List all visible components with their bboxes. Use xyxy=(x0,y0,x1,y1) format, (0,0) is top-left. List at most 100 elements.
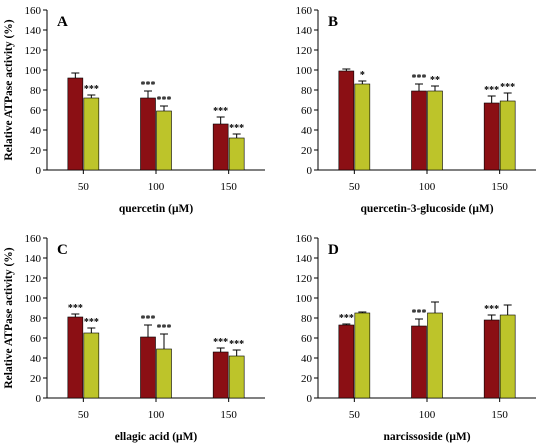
y-tick-label: 40 xyxy=(301,125,313,137)
y-tick-label: 0 xyxy=(307,165,313,177)
bar-series-2 xyxy=(156,110,172,171)
y-tick-label: 100 xyxy=(25,65,42,77)
bar-series-1 xyxy=(338,324,355,399)
significance-label: * xyxy=(360,70,365,81)
y-tick-label: 60 xyxy=(30,105,42,117)
significance-label: *** xyxy=(484,85,499,96)
significance-label: *** xyxy=(84,84,99,95)
y-tick-label: 140 xyxy=(296,253,313,265)
y-axis-title: Relative ATPase activity (%) xyxy=(3,247,15,388)
y-tick-label: 100 xyxy=(296,293,313,305)
significance-label: *** xyxy=(500,82,515,93)
significance-label: *** xyxy=(412,308,427,319)
significance-label: *** xyxy=(213,106,228,117)
y-tick-label: 20 xyxy=(30,373,42,385)
panel-letter: C xyxy=(57,242,68,258)
y-tick-label: 20 xyxy=(301,145,313,157)
bar-series-1 xyxy=(212,123,229,171)
bar-series-1 xyxy=(338,70,355,171)
y-tick-label: 40 xyxy=(30,353,42,365)
bar-series-1 xyxy=(411,325,427,399)
y-tick-label: 120 xyxy=(296,45,313,57)
bar-series-1 xyxy=(483,102,500,171)
y-tick-label: 40 xyxy=(30,125,42,137)
y-tick-label: 60 xyxy=(301,105,313,117)
x-tick-label: 50 xyxy=(349,181,361,193)
y-tick-label: 0 xyxy=(36,393,42,405)
x-tick-label: 150 xyxy=(491,409,508,421)
y-tick-label: 120 xyxy=(25,45,42,57)
y-tick-label: 160 xyxy=(25,233,42,245)
x-axis-title: ellagic acid (μM) xyxy=(115,431,198,443)
significance-label: *** xyxy=(157,323,172,334)
bar-series-1 xyxy=(67,316,84,399)
y-tick-label: 0 xyxy=(307,393,313,405)
significance-label: *** xyxy=(229,339,244,350)
y-tick-label: 60 xyxy=(30,333,42,345)
y-tick-label: 80 xyxy=(301,85,313,97)
bar-series-1 xyxy=(140,97,156,171)
significance-label: ** xyxy=(430,75,440,86)
y-tick-label: 80 xyxy=(301,313,313,325)
bar-series-1 xyxy=(212,351,229,399)
y-tick-label: 160 xyxy=(25,5,42,17)
y-tick-label: 80 xyxy=(30,313,42,325)
panel-letter: B xyxy=(328,14,338,30)
significance-label: *** xyxy=(141,314,156,325)
panel-a: 02040608010012014016050***100******150**… xyxy=(3,5,265,215)
y-tick-label: 120 xyxy=(296,273,313,285)
y-tick-label: 20 xyxy=(30,145,42,157)
bar-series-1 xyxy=(411,90,427,171)
y-tick-label: 160 xyxy=(296,5,313,17)
x-tick-label: 50 xyxy=(78,409,90,421)
bar-series-2 xyxy=(228,355,245,399)
bar-series-2 xyxy=(354,83,371,171)
bar-series-2 xyxy=(228,137,245,171)
x-tick-label: 150 xyxy=(220,409,237,421)
bar-series-2 xyxy=(156,348,172,399)
x-tick-label: 150 xyxy=(491,181,508,193)
significance-label: *** xyxy=(68,303,83,314)
bar-series-2 xyxy=(427,312,443,399)
y-tick-label: 140 xyxy=(25,253,42,265)
x-tick-label: 50 xyxy=(78,181,90,193)
x-axis-title: narcissoside (μM) xyxy=(383,431,470,443)
significance-label: *** xyxy=(339,313,354,324)
significance-label: *** xyxy=(213,337,228,348)
x-tick-label: 100 xyxy=(419,409,436,421)
x-tick-label: 150 xyxy=(220,181,237,193)
y-axis-title: Relative ATPase activity (%) xyxy=(3,19,15,160)
y-tick-label: 60 xyxy=(301,333,313,345)
panel-letter: D xyxy=(328,242,339,258)
bar-series-2 xyxy=(83,97,100,171)
bar-series-2 xyxy=(354,312,371,399)
y-tick-label: 40 xyxy=(301,353,313,365)
bar-series-2 xyxy=(83,332,100,399)
y-tick-label: 120 xyxy=(25,273,42,285)
bar-series-1 xyxy=(483,319,500,399)
x-axis-title: quercetin-3-glucoside (μM) xyxy=(360,203,493,215)
x-tick-label: 50 xyxy=(349,409,361,421)
panel-c: 02040608010012014016050******100******15… xyxy=(3,233,265,443)
panel-letter: A xyxy=(57,14,68,30)
y-tick-label: 160 xyxy=(296,233,313,245)
significance-label: *** xyxy=(412,73,427,84)
y-tick-label: 20 xyxy=(301,373,313,385)
bar-series-1 xyxy=(140,336,156,399)
significance-label: *** xyxy=(141,80,156,91)
x-tick-label: 100 xyxy=(148,409,165,421)
y-tick-label: 80 xyxy=(30,85,42,97)
significance-label: *** xyxy=(484,304,499,315)
panel-d: 0 20 40 60 80 100 120 140 160 50 *** 100 *** 150 *** Dn… xyxy=(296,233,536,443)
x-axis-title: quercetin (μM) xyxy=(119,203,193,215)
bar-series-2 xyxy=(499,100,516,171)
y-tick-label: 100 xyxy=(25,293,42,305)
bar-series-1 xyxy=(67,77,84,171)
bar-series-2 xyxy=(427,90,443,171)
x-tick-label: 100 xyxy=(419,181,436,193)
y-tick-label: 100 xyxy=(296,65,313,77)
significance-label: *** xyxy=(229,123,244,134)
y-tick-label: 140 xyxy=(25,25,42,37)
